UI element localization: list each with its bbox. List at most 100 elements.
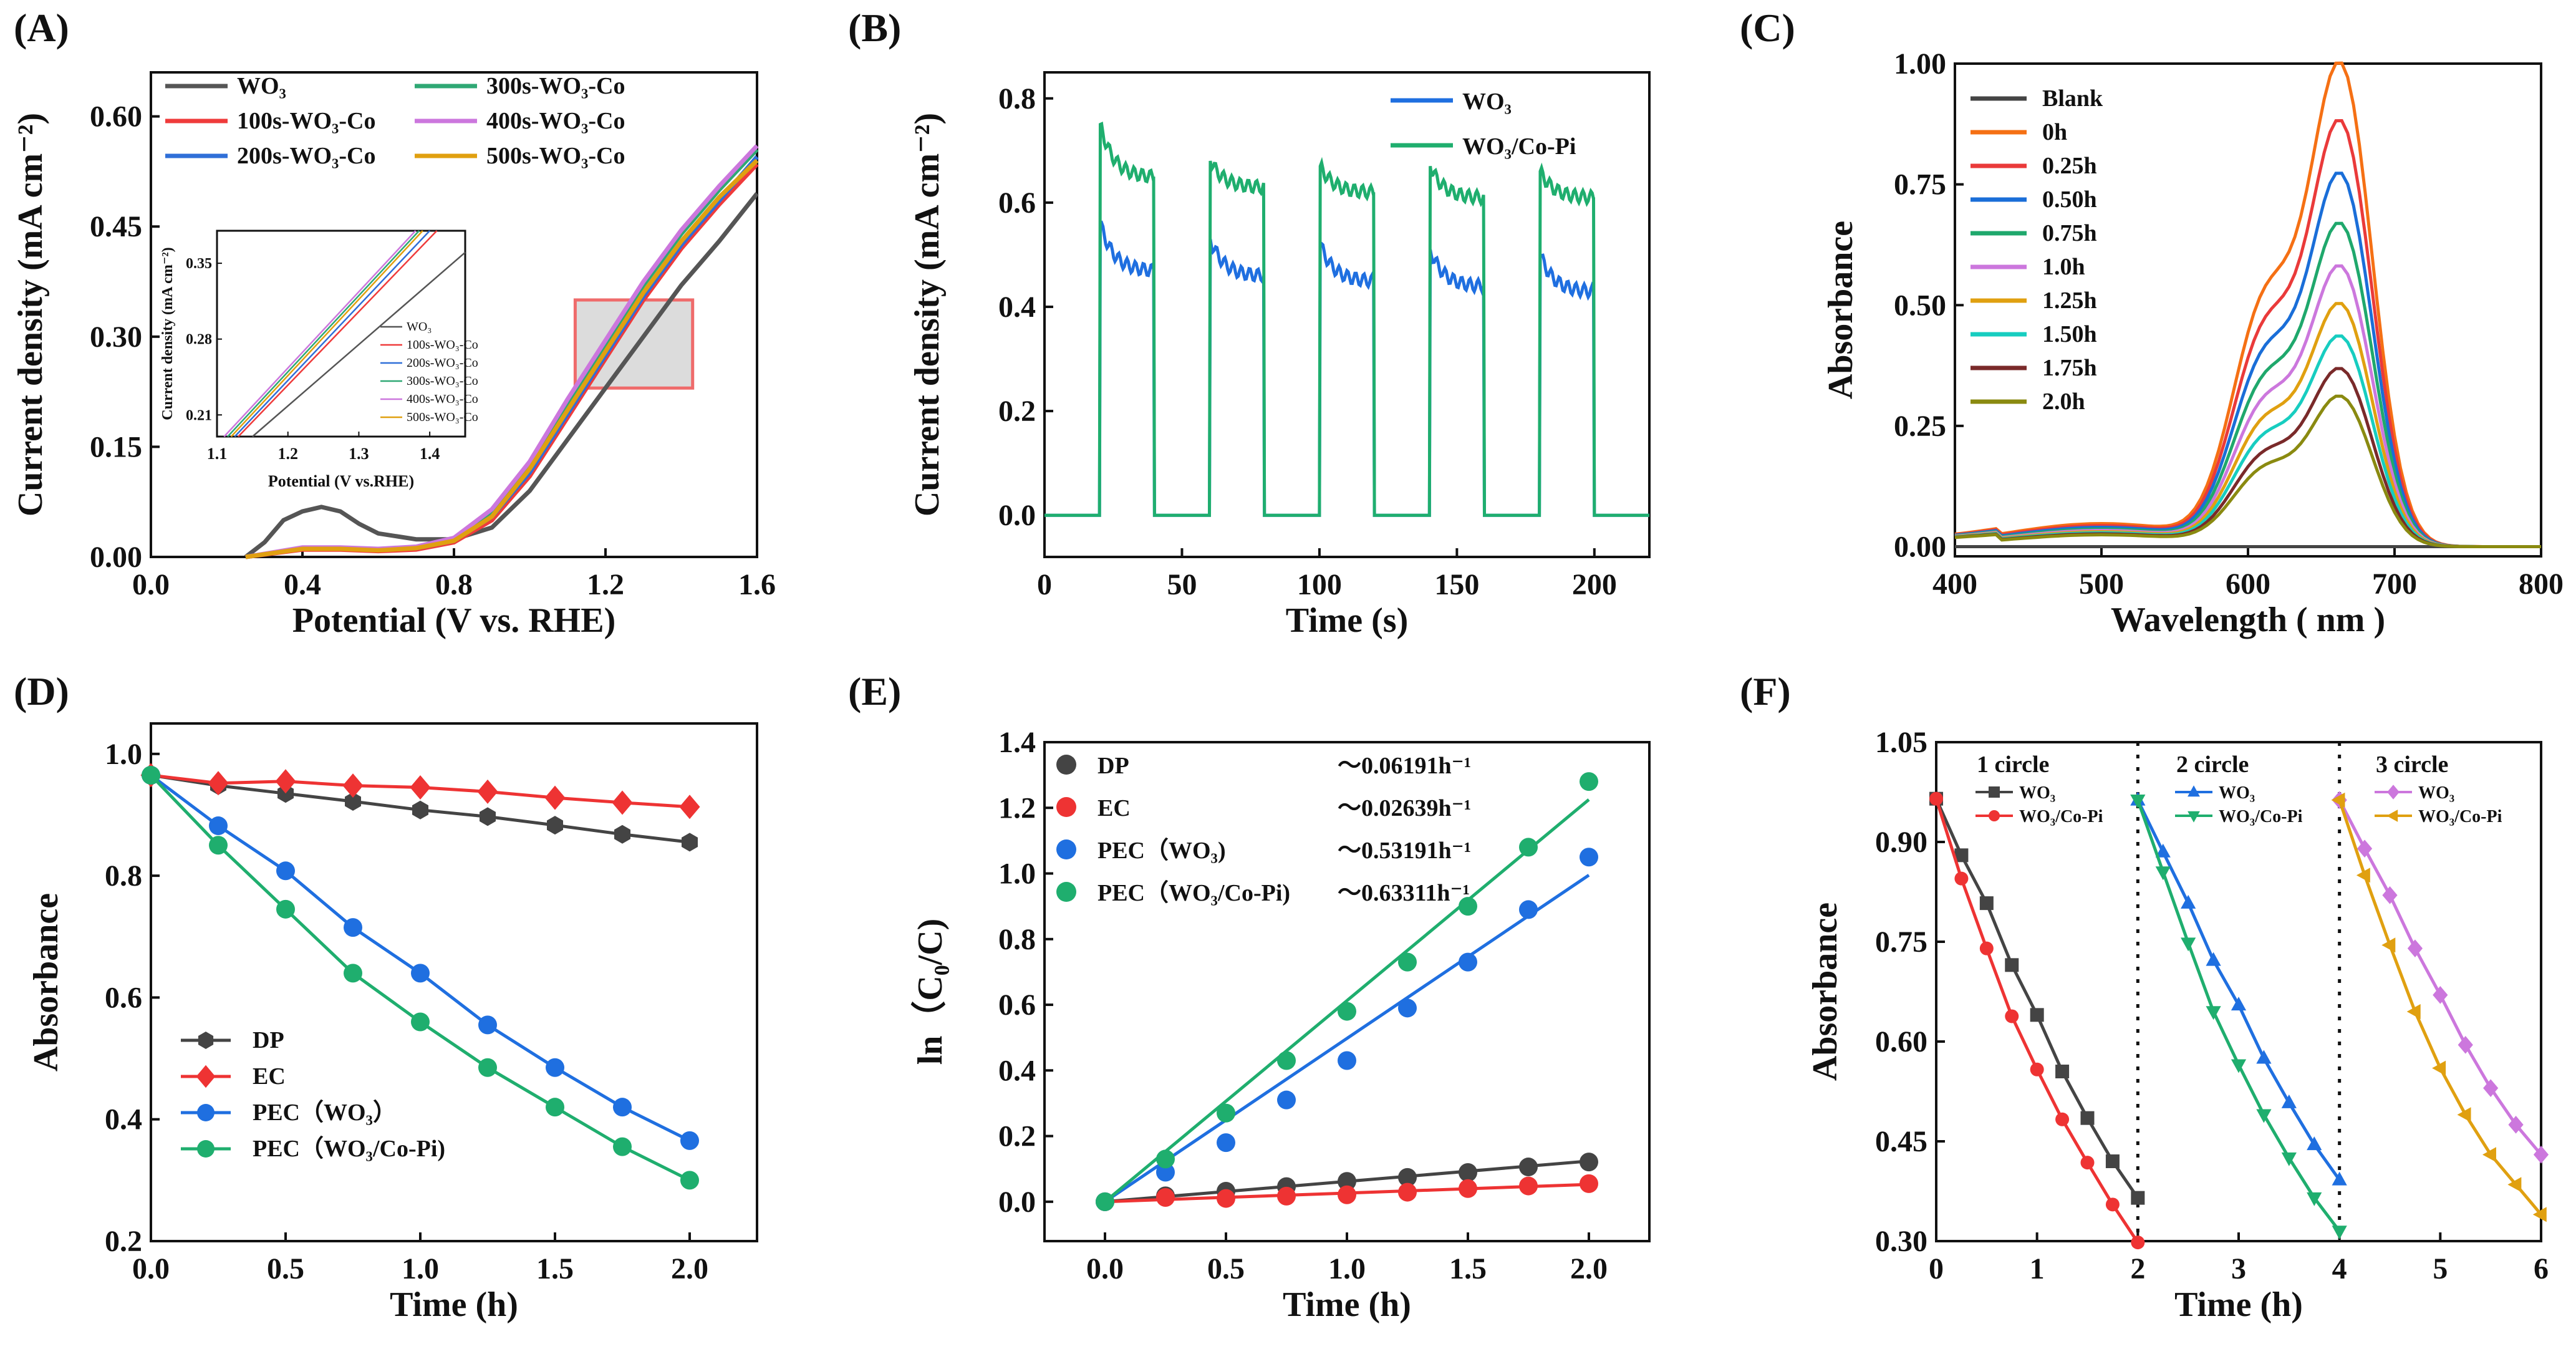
x-tick-label: 50 (1167, 568, 1197, 601)
legend-label: PEC（WO₃） (253, 1100, 397, 1126)
x-tick-label: 0 (1037, 568, 1052, 601)
photocurrent-trace (1044, 122, 1649, 517)
data-point (2155, 843, 2171, 858)
x-tick-label: 3 (2231, 1252, 2246, 1285)
data-point (613, 1098, 632, 1117)
y-tick-label: 0.6 (105, 981, 142, 1014)
data-point (2382, 886, 2398, 904)
data-point (2080, 1156, 2095, 1170)
data-point (1398, 999, 1417, 1018)
data-point (208, 771, 229, 796)
y-tick-label: 0.60 (1875, 1025, 1927, 1058)
data-point (2407, 939, 2423, 957)
x-tick-label: 800 (2519, 568, 2564, 601)
legend-label: DP (1097, 753, 1129, 779)
panel-b: 0 50 100 150 200 0.0 0.2 0.4 0.6 0.8 Time (s) Curre… (848, 6, 1651, 640)
x-tick-label: 0.8 (435, 568, 473, 601)
data-point (1338, 1185, 1356, 1204)
y-tick-label: 0.6 (998, 186, 1036, 220)
x-axis-label: Potential (V vs. RHE) (292, 601, 616, 640)
y-axis-label: Absorbance (1806, 902, 1845, 1081)
legend-label: EC (1097, 795, 1131, 821)
data-point (2155, 866, 2171, 881)
x-tick-label: 150 (1434, 568, 1479, 601)
y-tick-label: 0.0 (998, 1186, 1036, 1219)
legend-marker (2188, 785, 2200, 797)
data-point (2281, 1094, 2297, 1108)
data-point (2307, 1136, 2322, 1151)
x-tick-label: 0.0 (132, 568, 170, 601)
data-point (546, 1058, 564, 1077)
x-tick-label: 500 (2079, 568, 2124, 601)
data-point (345, 792, 361, 811)
y-tick-label: 0.2 (105, 1225, 142, 1258)
data-point (680, 1171, 699, 1190)
data-point (1156, 1163, 1175, 1182)
y-tick-label: 1.05 (1875, 726, 1927, 759)
y-tick-label: 0.4 (105, 1103, 142, 1136)
data-point (1398, 1168, 1417, 1187)
data-point (277, 784, 294, 803)
data-point (2307, 1192, 2322, 1206)
data-point (342, 773, 364, 798)
data-point (1519, 1176, 1538, 1196)
data-point (1217, 1189, 1235, 1208)
series-line (244, 192, 759, 559)
legend-label: 1.75h (2042, 355, 2097, 381)
data-point (275, 769, 296, 794)
data-point (2533, 1146, 2549, 1164)
y-tick-label: 0.30 (90, 321, 142, 354)
x-axis-label: Time (s) (1286, 601, 1409, 640)
data-point (2030, 1062, 2044, 1076)
x-tick-label: 5 (2433, 1252, 2448, 1285)
data-point (2256, 1109, 2272, 1123)
legend-label: PEC（WO₃/Co-Pi) (253, 1136, 445, 1162)
data-point (2206, 952, 2221, 966)
legend-marker (1056, 882, 1076, 902)
data-point (2055, 1112, 2070, 1126)
inset-line (227, 230, 420, 437)
x-axis-label: Time (h) (1283, 1285, 1411, 1324)
series-line (2338, 800, 2542, 1216)
legend-label: 100s-WO₃-Co (237, 108, 376, 134)
data-point (2532, 1207, 2547, 1222)
y-tick-label: 0.8 (998, 923, 1036, 956)
x-tick-label: 4 (2332, 1252, 2347, 1285)
data-point (276, 899, 295, 919)
y-tick-label: 0.2 (998, 1120, 1036, 1153)
data-point (2406, 1003, 2421, 1020)
y-axis-label: ln（C₀/C) (910, 919, 950, 1065)
data-point (2332, 1226, 2347, 1240)
x-tick-label: 0.5 (267, 1252, 304, 1285)
inset-y-tick-label: 0.28 (186, 332, 212, 348)
inset-x-tick-label: 1.3 (349, 445, 369, 463)
inset-y-tick-label: 0.21 (186, 407, 212, 423)
data-point (2508, 1116, 2524, 1134)
data-point (2356, 868, 2370, 883)
data-point (1277, 1186, 1296, 1206)
data-point (2432, 1060, 2446, 1076)
data-point (2181, 894, 2196, 909)
data-point (1929, 791, 1943, 806)
legend-label: Blank (2042, 85, 2103, 112)
legend-label: WO₃ (2019, 783, 2055, 803)
y-tick-label: 0.4 (998, 1054, 1036, 1087)
y-tick-label: 0.45 (1875, 1125, 1927, 1158)
y-tick-label: 1.0 (105, 738, 142, 771)
data-point (477, 779, 498, 804)
legend-label: 0.50h (2042, 186, 2097, 213)
data-point (2331, 792, 2345, 808)
legend-marker (1989, 810, 2000, 821)
data-point (411, 964, 430, 983)
data-point (1519, 900, 1538, 919)
cycle-label: 1 circle (1977, 752, 2049, 778)
y-tick-label: 0.15 (90, 430, 142, 463)
data-point (2131, 1236, 2145, 1250)
legend-label: PEC（WO₃/Co-Pi) (1097, 880, 1290, 906)
panel-label: (B) (848, 6, 901, 50)
data-point (2483, 1079, 2499, 1097)
legend-label: 1.0h (2042, 254, 2085, 280)
data-point (544, 785, 566, 810)
inset-line (252, 251, 466, 437)
